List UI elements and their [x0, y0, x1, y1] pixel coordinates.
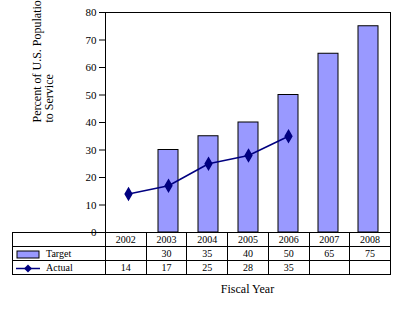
html-text:Target: Target [46, 247, 72, 259]
svg-text:40: 40 [86, 116, 98, 128]
html-text:35: 35 [283, 262, 294, 273]
svg-text:20: 20 [86, 171, 98, 183]
html-text:2007: 2007 [319, 234, 340, 245]
html-text:2004: 2004 [197, 234, 218, 245]
svg-text:80: 80 [86, 6, 98, 18]
html-text:35: 35 [202, 248, 213, 259]
html-text:40: 40 [243, 248, 253, 259]
html-text:65: 65 [324, 248, 335, 259]
html-text:30: 30 [161, 248, 172, 259]
html-text:2008: 2008 [360, 234, 381, 245]
html-text:2006: 2006 [278, 234, 299, 245]
html-text:17: 17 [161, 262, 172, 273]
svg-text:0: 0 [91, 226, 97, 238]
html-text:Actual: Actual [46, 261, 73, 273]
svg-text:60: 60 [86, 61, 98, 73]
svg-text:Percent of U.S. Population wit: Percent of U.S. Population with Accessto… [30, 0, 56, 123]
html-text:14: 14 [120, 262, 131, 273]
svg-text:50: 50 [86, 89, 98, 101]
html-text:75: 75 [365, 248, 376, 259]
svg-text:10: 10 [86, 199, 98, 211]
html-text:2003: 2003 [156, 234, 177, 245]
html-text:Fiscal Year: Fiscal Year [220, 282, 275, 296]
html-text:2005: 2005 [238, 234, 258, 245]
svg-text:70: 70 [86, 34, 98, 46]
html-text:50: 50 [283, 248, 294, 259]
svg-text:30: 30 [86, 144, 98, 156]
html-text:28: 28 [243, 262, 253, 273]
html-text:2002: 2002 [115, 234, 136, 245]
html-text:25: 25 [202, 262, 213, 273]
